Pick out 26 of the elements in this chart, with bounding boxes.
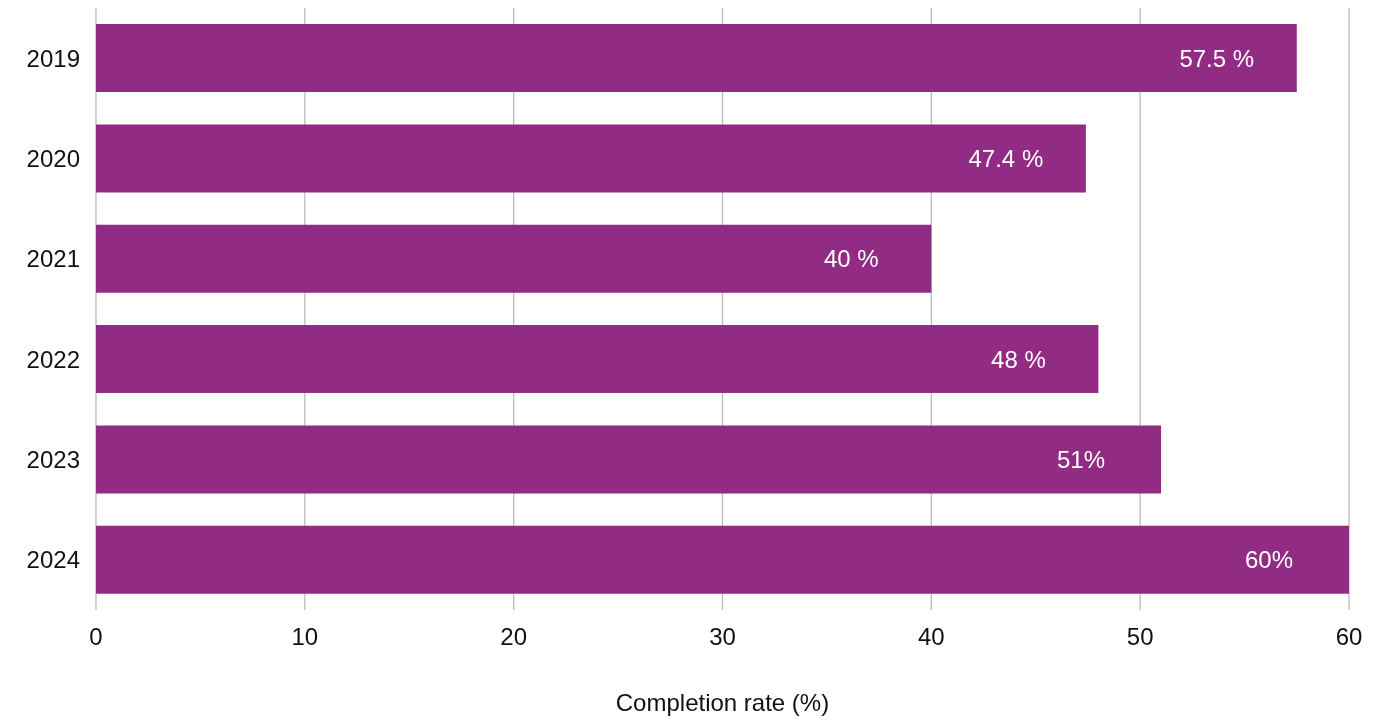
data-label: 51% <box>1057 445 1106 473</box>
y-tick-label: 2022 <box>26 345 80 373</box>
data-label: 57.5 % <box>1179 44 1255 72</box>
x-tick-label: 40 <box>917 623 945 651</box>
x-tick-label: 30 <box>709 623 736 651</box>
y-tick-label: 2020 <box>26 145 80 173</box>
y-tick-label: 2021 <box>26 245 80 273</box>
x-tick-label: 50 <box>1126 623 1154 651</box>
bar <box>96 325 1099 394</box>
x-tick-label: 60 <box>1335 623 1363 651</box>
bar <box>96 425 1162 494</box>
bar <box>96 525 1349 594</box>
x-tick-label: 10 <box>291 623 319 651</box>
bar <box>96 124 1086 193</box>
y-tick-label: 2024 <box>26 546 80 574</box>
x-tick-label: 0 <box>89 623 103 651</box>
x-axis-title: Completion rate (%) <box>615 689 830 716</box>
bar <box>96 24 1297 93</box>
data-label: 47.4 % <box>968 144 1044 172</box>
x-tick-label: 20 <box>500 623 528 651</box>
y-tick-label: 2019 <box>26 44 80 72</box>
bar <box>96 224 932 293</box>
data-label: 40 % <box>823 245 879 273</box>
y-tick-label: 2023 <box>26 446 80 474</box>
data-label: 48 % <box>991 345 1046 373</box>
data-label: 60% <box>1244 546 1294 574</box>
